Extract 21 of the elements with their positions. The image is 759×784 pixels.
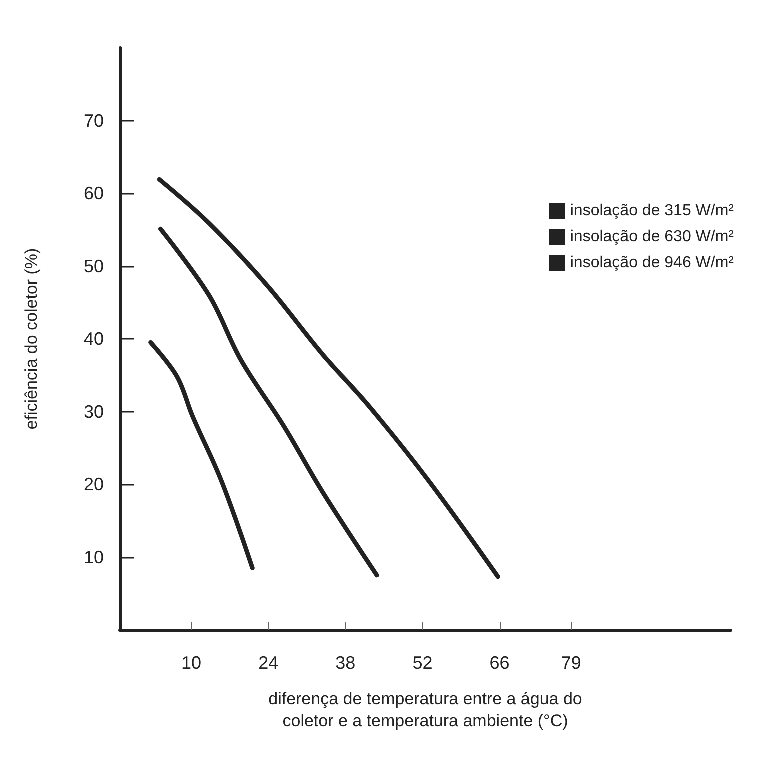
legend-label: insolação de 630 W/m²	[570, 228, 735, 246]
y-tick-label: 50	[84, 256, 104, 276]
y-tick-label: 60	[84, 184, 104, 204]
line-series	[158, 226, 380, 578]
y-tick-label: 20	[84, 474, 104, 494]
y-tick-label: 70	[84, 110, 104, 131]
x-tick-label: 52	[412, 653, 433, 673]
legend-label: insolação de 315 W/m²	[570, 202, 735, 220]
x-tick-label: 66	[490, 653, 510, 673]
x-tick-label: 10	[182, 653, 202, 673]
line-series	[148, 340, 255, 570]
legend-label: insolação de 946 W/m²	[570, 254, 735, 272]
y-axis-title: eficiência do coletor (%)	[22, 248, 41, 430]
x-tick-label: 38	[336, 653, 356, 673]
y-tick-label: 10	[84, 547, 104, 568]
x-tick-label: 24	[258, 653, 279, 673]
y-tick-label: 40	[84, 329, 104, 349]
x-axis-title: diferença de temperatura entre a água do coletor e a temperatura ambiente (°C)	[268, 690, 582, 730]
line-series	[157, 177, 500, 580]
y-tick-label: 30	[84, 402, 104, 422]
x-tick-label: 79	[561, 653, 582, 673]
